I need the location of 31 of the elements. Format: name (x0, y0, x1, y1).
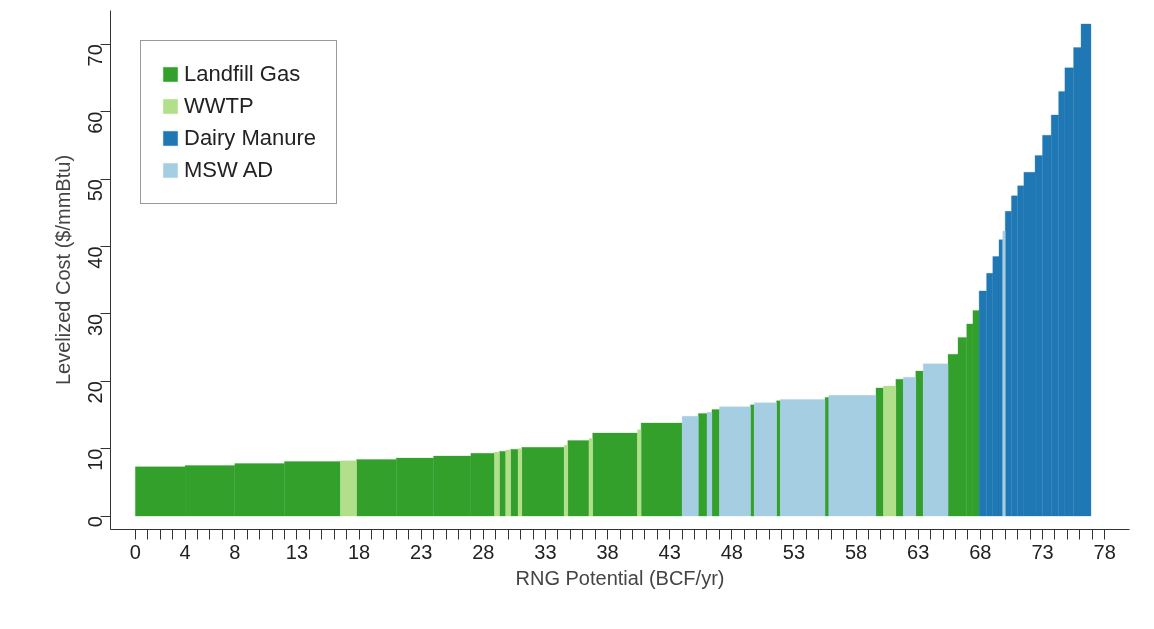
x-tick-label: 68 (969, 540, 992, 563)
y-tick-label: 20 (84, 381, 107, 404)
legend-label: WWTP (184, 93, 254, 119)
x-tick-label: 4 (179, 540, 191, 563)
x-tick-label: 38 (596, 540, 619, 563)
x-tick-label: 48 (720, 540, 743, 563)
legend-label: MSW AD (184, 157, 274, 183)
y-tick-label: 60 (84, 111, 107, 134)
y-tick-label: 50 (84, 179, 107, 202)
legend-label: Landfill Gas (184, 61, 301, 87)
x-tick-label: 23 (410, 540, 433, 563)
y-tick-label: 30 (84, 313, 107, 337)
x-tick-label: 63 (907, 540, 930, 563)
x-tick-label: 58 (844, 540, 868, 563)
x-tick-label: 73 (1031, 540, 1054, 563)
x-tick-label: 28 (472, 540, 495, 563)
x-tick-label: 53 (782, 540, 806, 563)
y-axis-title: Levelized Cost ($/mmBtu) (51, 154, 74, 386)
x-tick-label: 8 (229, 540, 241, 563)
x-tick-label: 33 (534, 540, 557, 563)
y-tick-label: 70 (84, 44, 107, 67)
x-tick-label: 13 (285, 540, 309, 563)
x-axis-title: RNG Potential (BCF/yr) (515, 566, 725, 589)
y-tick-label: 40 (84, 246, 107, 269)
y-tick-label: 0 (84, 516, 107, 528)
x-tick-label: 78 (1093, 540, 1116, 563)
legend-label: Dairy Manure (184, 125, 317, 151)
x-tick-label: 0 (129, 540, 141, 563)
y-tick-label: 10 (84, 448, 107, 471)
x-tick-label: 18 (347, 540, 371, 563)
x-tick-label: 43 (658, 540, 681, 563)
